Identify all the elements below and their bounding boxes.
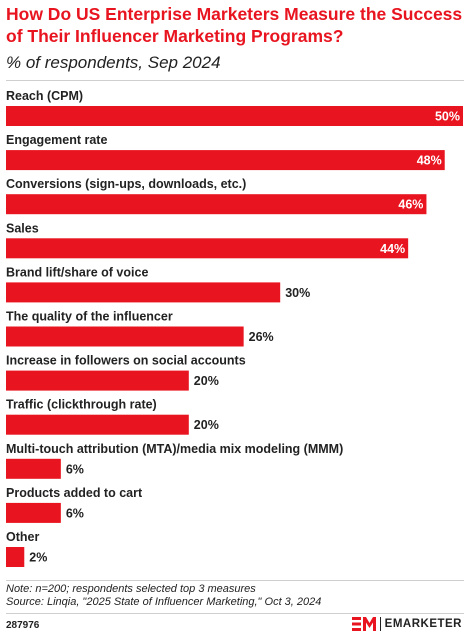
bar-row: Brand lift/share of voice 30%	[6, 265, 310, 303]
bar-row: Engagement rate 48%	[6, 133, 445, 171]
bar	[6, 414, 189, 435]
category-label: The quality of the influencer	[6, 310, 173, 324]
category-label: Increase in followers on social accounts	[6, 354, 246, 368]
category-label: Multi-touch attribution (MTA)/media mix …	[6, 442, 343, 456]
category-label: Other	[6, 530, 39, 544]
logo-mark-e-top	[351, 617, 361, 620]
category-label: Traffic (clickthrough rate)	[6, 398, 157, 412]
category-label: Engagement rate	[6, 133, 107, 147]
bar-row: Sales 44%	[6, 221, 409, 259]
bar	[6, 502, 61, 523]
value-label: 48%	[417, 154, 442, 168]
value-label: 26%	[249, 330, 274, 344]
category-label: Conversions (sign-ups, downloads, etc.)	[6, 177, 246, 191]
value-label: 46%	[398, 198, 423, 212]
source-text: Source: Linqia, "2025 State of Influence…	[6, 596, 322, 608]
top-divider	[6, 80, 464, 81]
bar-row: Products added to cart 6%	[6, 486, 143, 523]
chart-subtitle: % of respondents, Sep 2024	[6, 53, 221, 72]
logo-mark-e-bot	[351, 628, 361, 631]
value-label: 30%	[285, 286, 310, 300]
logo-separator	[379, 617, 381, 631]
bar-row: Conversions (sign-ups, downloads, etc.) 4…	[6, 177, 427, 215]
bar-row: Reach (CPM) 50%	[6, 89, 463, 126]
chart-title: How Do US Enterprise Marketers Measure t…	[6, 4, 463, 46]
category-label: Brand lift/share of voice	[6, 265, 148, 279]
footer-divider	[6, 613, 464, 614]
value-label: 50%	[435, 110, 460, 124]
emarketer-logo: EMARKETER	[351, 614, 462, 634]
category-label: Sales	[6, 221, 39, 235]
value-label: 20%	[194, 418, 219, 432]
category-label: Reach (CPM)	[6, 89, 83, 103]
bar-row: Traffic (clickthrough rate) 20%	[6, 398, 219, 435]
bar	[6, 106, 463, 126]
bar	[6, 547, 25, 567]
brand-name: EMARKETER	[384, 618, 462, 630]
bar-row: Increase in followers on social accounts…	[6, 354, 246, 391]
category-label: Products added to cart	[6, 486, 143, 500]
value-label: 6%	[66, 462, 84, 476]
bar	[6, 458, 61, 479]
bar	[6, 238, 409, 259]
value-label: 20%	[194, 374, 219, 388]
logo-mark-e-mid	[351, 622, 361, 626]
logo-mark-m	[362, 617, 376, 631]
bar	[6, 150, 445, 171]
bar-row: Other 2%	[6, 530, 47, 567]
bar	[6, 194, 427, 215]
bar-row: The quality of the influencer 26%	[6, 310, 274, 347]
value-label: 2%	[29, 551, 47, 565]
note-text: Note: n=200; respondents selected top 3 …	[6, 583, 256, 595]
chart-notes: Note: n=200; respondents selected top 3 …	[6, 583, 466, 609]
bar	[6, 370, 189, 391]
bar-chart: Reach (CPM) 50% Engagement rate 48% Conversi…	[6, 89, 463, 567]
bar	[6, 282, 281, 303]
bar-row: Multi-touch attribution (MTA)/media mix …	[6, 442, 343, 479]
bottom-divider	[6, 580, 464, 581]
chart-id: 287976	[6, 620, 40, 631]
value-label: 44%	[380, 242, 405, 256]
em-logo-icon	[351, 617, 376, 631]
value-label: 6%	[66, 506, 84, 520]
bar	[6, 326, 244, 347]
